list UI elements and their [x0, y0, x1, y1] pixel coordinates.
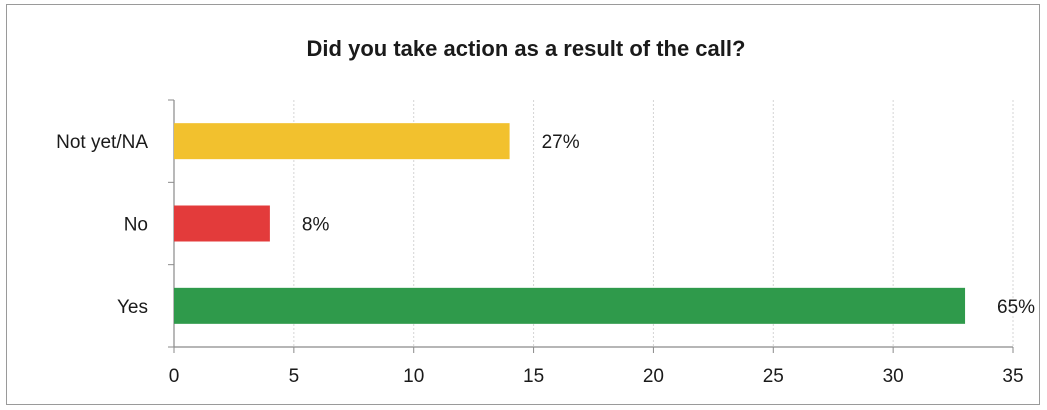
bar	[174, 205, 270, 242]
x-tick-label: 10	[403, 366, 424, 387]
x-tick-label: 35	[1002, 366, 1023, 387]
x-tick-label: 25	[763, 366, 784, 387]
category-label: No	[124, 215, 148, 236]
plot-area: 0 5 10 15 20 25 30 35 Not yet/NA 27% No 8% Yes 65%	[56, 99, 1035, 387]
data-label: 27%	[542, 132, 580, 153]
x-tick-label: 5	[289, 366, 300, 387]
bar	[174, 287, 966, 324]
chart-title: Did you take action as a result of the c…	[307, 36, 746, 61]
x-tick-label: 15	[523, 366, 544, 387]
x-tick-label: 30	[883, 366, 904, 387]
chart-frame	[6, 4, 1040, 405]
x-tick-label: 20	[643, 366, 664, 387]
data-label: 8%	[302, 215, 330, 236]
data-label: 65%	[997, 297, 1035, 318]
category-label: Not yet/NA	[56, 132, 148, 153]
bar	[174, 123, 510, 160]
category-label: Yes	[117, 297, 148, 318]
x-tick-label: 0	[169, 366, 180, 387]
